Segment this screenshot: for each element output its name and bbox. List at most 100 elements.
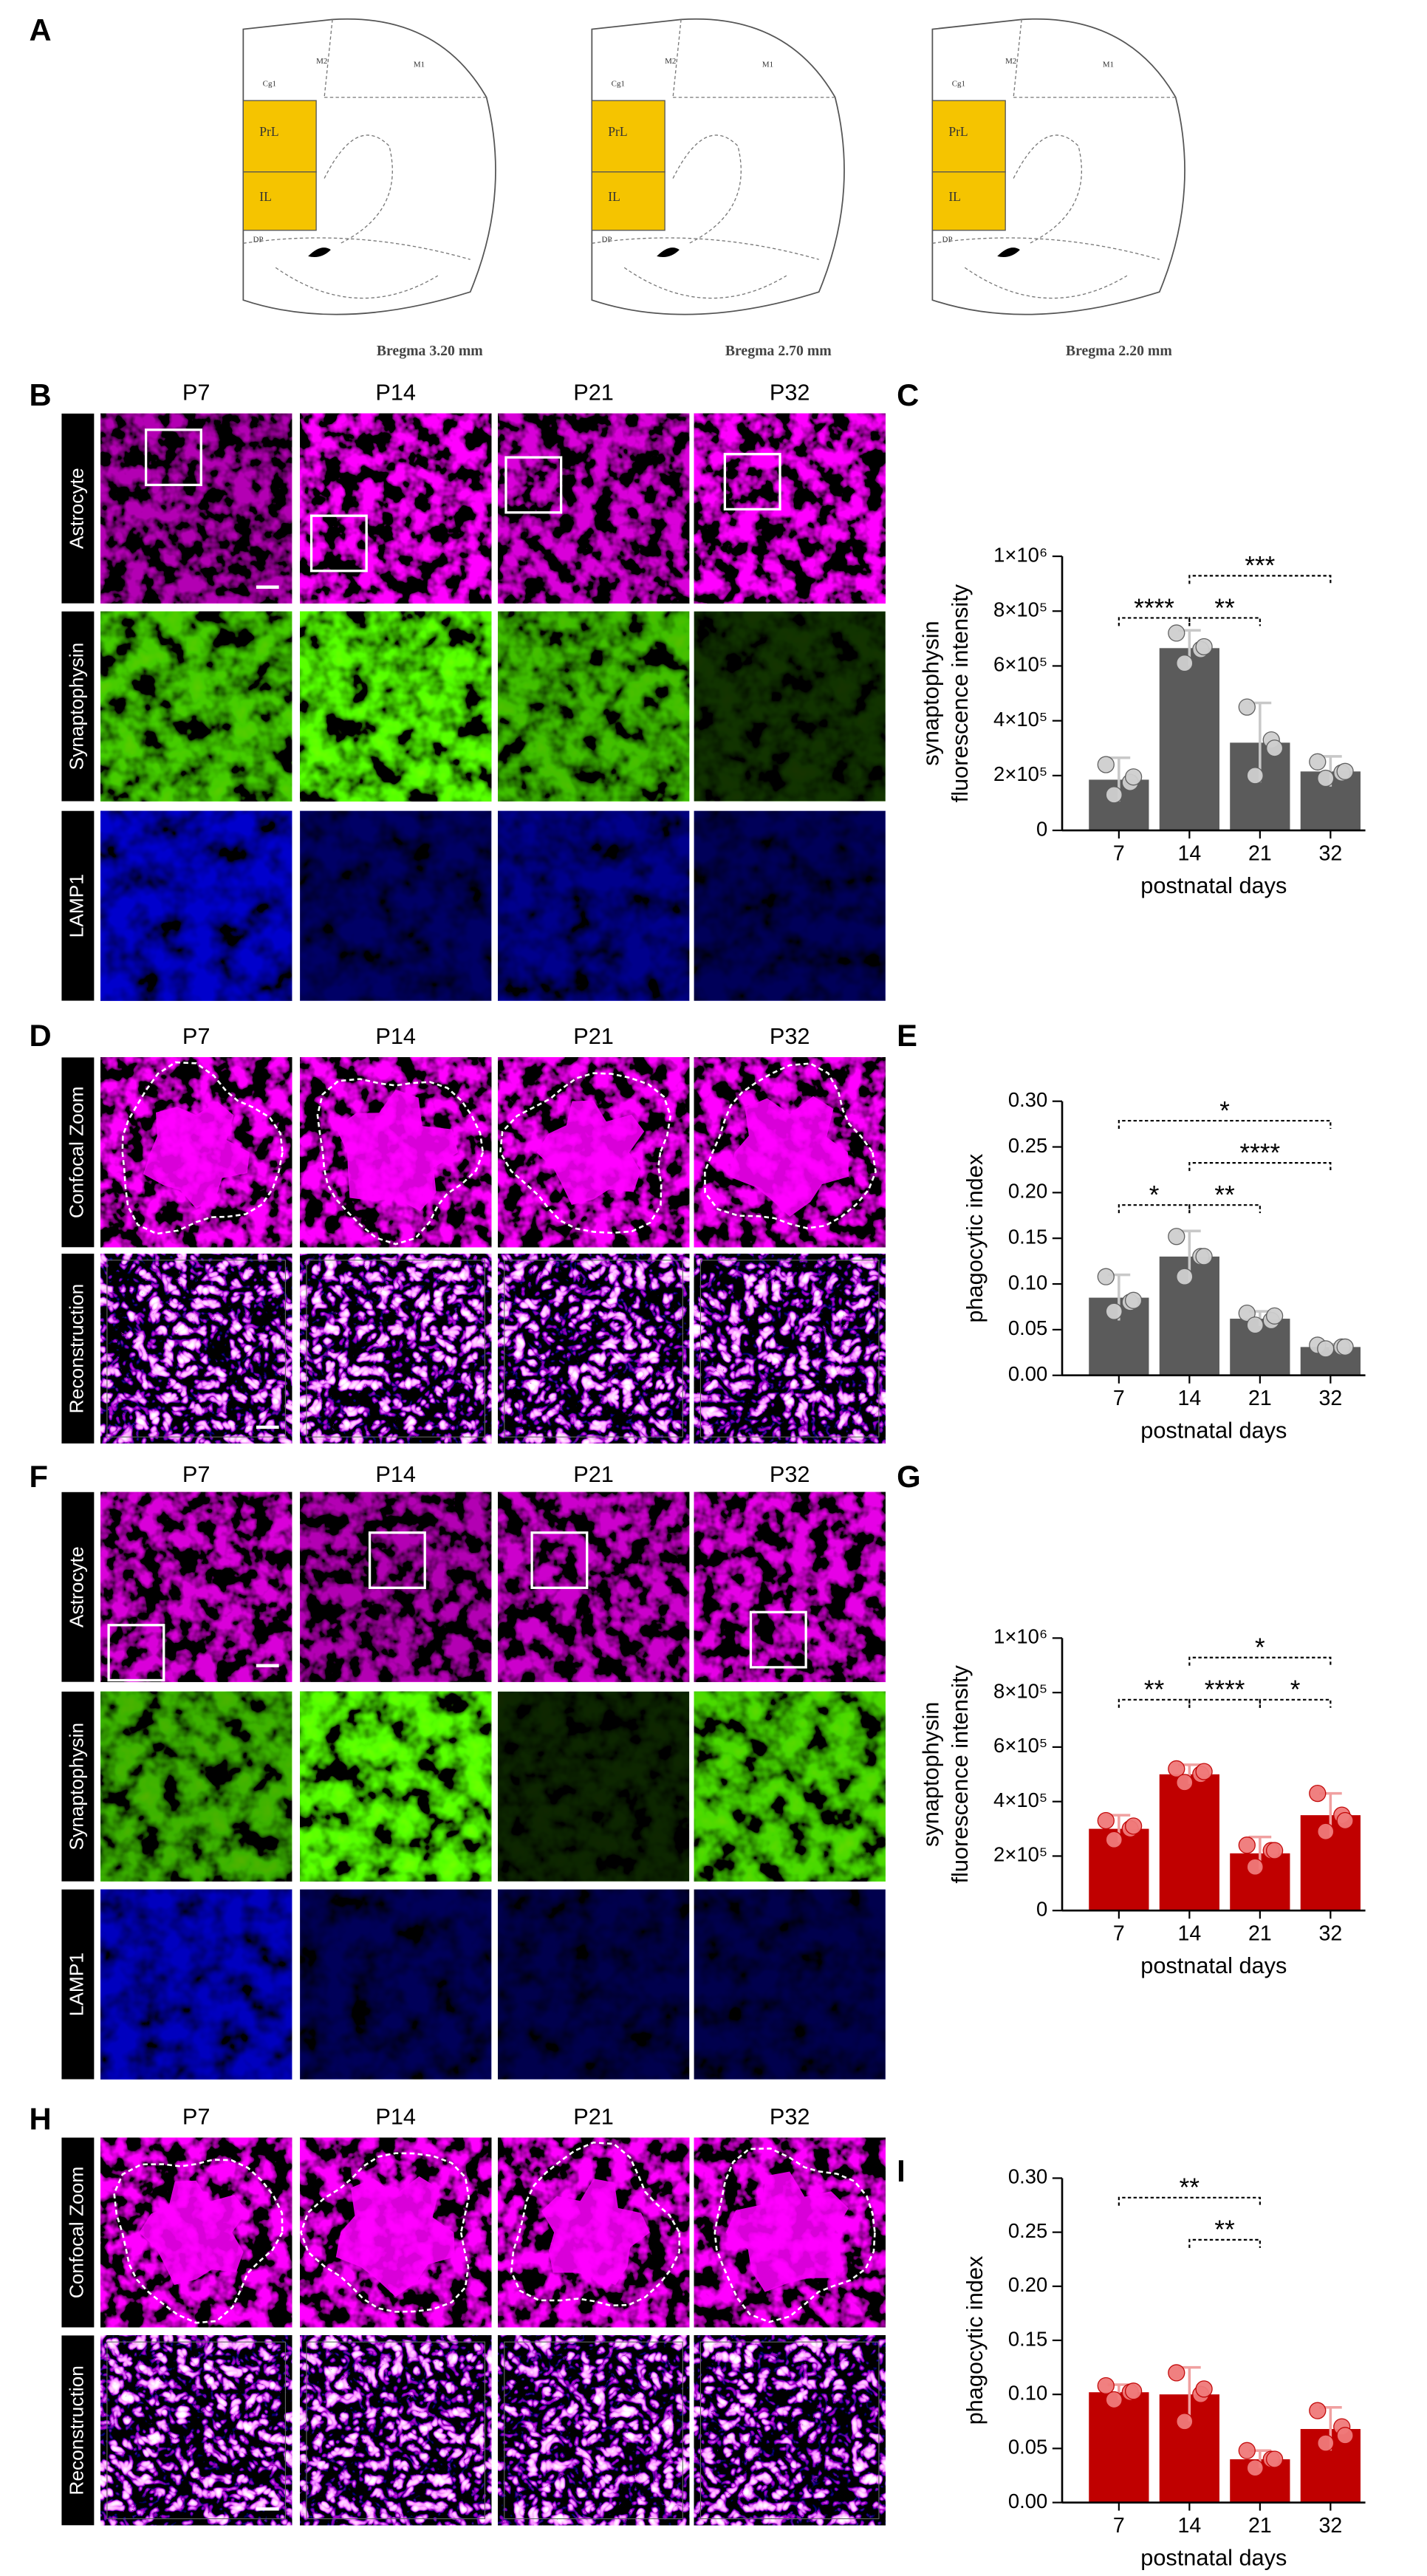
data-point [1317, 1822, 1335, 1840]
prl-region [931, 100, 1006, 173]
data-point [1195, 1763, 1213, 1780]
astrocyte-body [730, 1096, 849, 1217]
x-tick-label: 7 [1113, 1922, 1125, 1946]
data-point [1097, 2377, 1115, 2395]
y-tick-label: 0 [1036, 817, 1047, 840]
significance-bracket [1118, 2196, 1261, 2206]
column-label: P21 [573, 1461, 614, 1487]
y-tick-label: 6×10⁵ [993, 1734, 1047, 1757]
data-point [1105, 1831, 1123, 1848]
row-label: Astrocyte [65, 1546, 87, 1627]
y-tick-label: 8×10⁵ [993, 598, 1047, 621]
data-point [1124, 1817, 1143, 1835]
x-axis-title: postnatal days [1140, 872, 1287, 898]
data-point [1317, 2434, 1335, 2452]
region-label: IL [608, 189, 620, 204]
significance-label: ** [1214, 594, 1235, 623]
micrograph [694, 1889, 886, 2080]
significance-label: ** [1214, 2215, 1235, 2244]
prl-region [242, 100, 317, 173]
astrocyte-body [725, 2171, 849, 2292]
astrocyte-body [335, 1089, 459, 1212]
data-point [1336, 1811, 1354, 1830]
significance-label: ** [1214, 1181, 1235, 1210]
column-label: P21 [573, 2103, 614, 2129]
y-tick-label: 1×10⁶ [993, 1625, 1047, 1648]
territory-outline [714, 2147, 876, 2323]
atlas-lines [243, 19, 487, 299]
data-point [1097, 1268, 1115, 1285]
column-label: P32 [770, 1023, 810, 1049]
y-tick-label: 0.15 [1008, 1225, 1047, 1248]
row-label-bar [61, 413, 95, 604]
bregma-label: Bregma 3.20 mm [377, 343, 483, 359]
data-point [1097, 756, 1115, 773]
micrograph [498, 2335, 690, 2526]
atlas-lines [592, 19, 835, 299]
column-label: P7 [182, 380, 211, 406]
il-region [242, 171, 317, 231]
column-label: P21 [573, 380, 614, 406]
region-label: M2 [316, 57, 327, 66]
micrograph [300, 2335, 492, 2526]
significance-bracket [1188, 2238, 1261, 2248]
bounding-box [306, 2341, 485, 2520]
ventricle [997, 247, 1020, 257]
row-label-bar [61, 810, 95, 1001]
il-region [931, 171, 1006, 231]
significance-label: * [1255, 1633, 1265, 1662]
x-tick-label: 21 [1248, 842, 1272, 866]
x-tick-label: 32 [1318, 2514, 1342, 2538]
x-tick-label: 14 [1177, 2514, 1201, 2538]
bregma-label: Bregma 2.20 mm [1066, 343, 1172, 359]
x-axis-title: postnatal days [1140, 1418, 1287, 1444]
bounding-box [504, 1260, 683, 1438]
column-label: P7 [182, 2103, 211, 2129]
region-label: IL [259, 189, 272, 204]
y-tick-label: 0.00 [1008, 1362, 1047, 1385]
data-point [1176, 2413, 1194, 2430]
micrograph [300, 1889, 492, 2080]
atlas-outline [242, 18, 496, 315]
il-region [591, 171, 665, 231]
y-tick-label: 0.20 [1008, 1180, 1047, 1203]
row-label-bar [61, 1057, 95, 1248]
data-point [1124, 768, 1143, 786]
micrograph [694, 611, 886, 802]
data-point [1265, 1307, 1284, 1325]
micrograph [694, 1254, 886, 1444]
row-label-bar [61, 1889, 95, 2080]
bounding-box [699, 1260, 880, 1438]
region-label: DP [602, 235, 612, 244]
data-point [1265, 739, 1284, 757]
significance-bracket [1118, 1204, 1191, 1214]
x-tick-label: 32 [1318, 1922, 1342, 1946]
y-tick-label: 0 [1036, 1897, 1047, 1920]
row-label-bar [61, 1254, 95, 1444]
data-point [1195, 1248, 1213, 1265]
x-tick-label: 21 [1248, 1387, 1272, 1410]
region-label: M2 [1005, 57, 1016, 66]
bregma-label: Bregma 2.70 mm [725, 343, 832, 359]
significance-bracket [1118, 1119, 1332, 1130]
micrograph [498, 1889, 690, 2080]
data-point [1246, 1316, 1264, 1334]
micrograph [100, 1492, 292, 1682]
zoom-box [144, 428, 202, 487]
micrograph [100, 611, 292, 802]
row-label: Reconstruction [65, 1284, 87, 1414]
micrograph [100, 413, 292, 604]
ventricle [657, 247, 680, 257]
astrocyte-body [139, 2180, 247, 2286]
micrograph [498, 413, 690, 604]
column-label: P14 [375, 1461, 416, 1487]
data-point [1105, 786, 1123, 804]
data-point [1168, 2364, 1185, 2382]
panel-letter: H [30, 2102, 52, 2136]
y-tick-label: 2×10⁵ [993, 762, 1047, 785]
data-point [1097, 1811, 1115, 1830]
micrograph [300, 810, 492, 1001]
data-point [1168, 1760, 1185, 1778]
significance-bracket [1118, 1698, 1191, 1708]
y-tick-label: 0.30 [1008, 2165, 1047, 2188]
